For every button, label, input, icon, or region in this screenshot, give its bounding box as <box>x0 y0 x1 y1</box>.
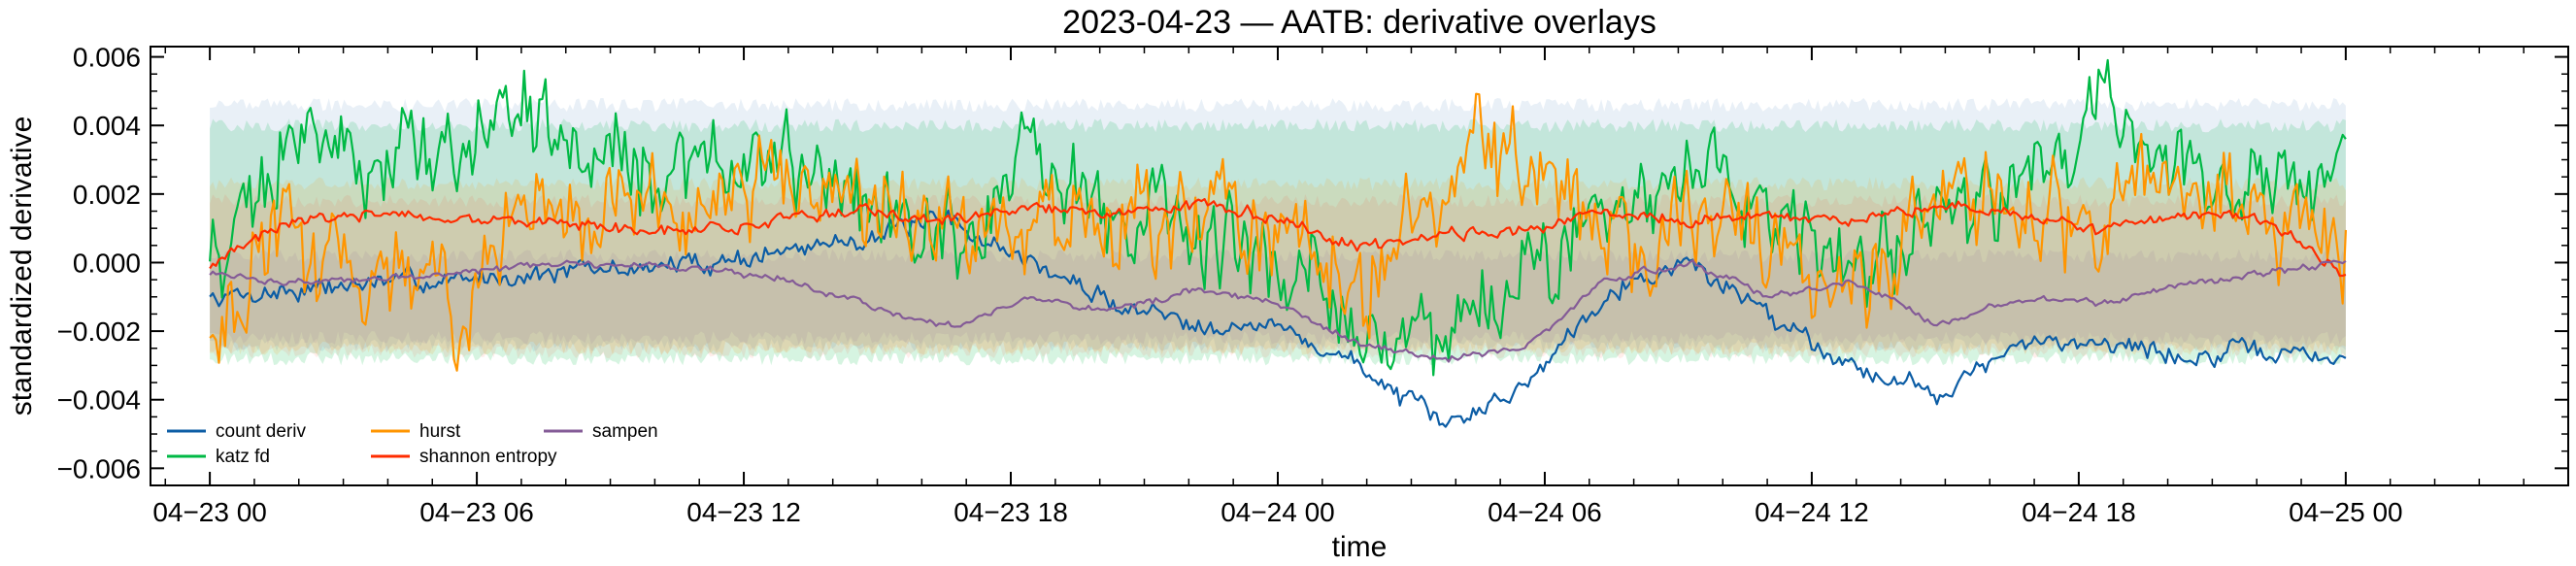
x-tick-label: 04−25 00 <box>2289 497 2403 527</box>
legend-label-count-deriv: count deriv <box>216 421 306 442</box>
x-tick-label: 04−23 06 <box>419 497 534 527</box>
legend-label-katz-fd: katz fd <box>216 447 270 467</box>
band-sampen-band <box>210 249 2346 346</box>
legend: count deriv katz fd hurst shannon entropy sa… <box>167 421 658 467</box>
y-tick-label: −0.002 <box>57 316 141 347</box>
y-tick-label: 0.000 <box>73 248 141 278</box>
x-axis-label: time <box>1332 531 1388 563</box>
series-lines <box>209 58 2347 428</box>
y-tick-label: 0.006 <box>73 43 141 73</box>
x-tick-label: 04−24 12 <box>1755 497 1869 527</box>
y-tick-label: 0.002 <box>73 180 141 210</box>
series-line-sampen <box>209 259 2347 363</box>
x-tick-label: 04−24 18 <box>2022 497 2136 527</box>
x-tick-label: 04−23 18 <box>953 497 1068 527</box>
plot-frame <box>150 46 2569 486</box>
y-tick-label: −0.004 <box>57 385 141 416</box>
series-line-shannon-entropy <box>209 198 2347 278</box>
y-tick-label: −0.006 <box>57 453 141 483</box>
y-axis-ticks: 0.006 0.004 0.002 0.000 −0.002 −0.004 −0.006 <box>57 43 2568 486</box>
series-line-hurst <box>209 92 2347 372</box>
x-axis-ticks: 04−23 00 04−23 06 04−23 12 04−23 18 04−24 00… <box>152 47 2525 527</box>
chart-title: 2023-04-23 — AATB: derivative overlays <box>1062 4 1656 41</box>
legend-label-shannon-entropy: shannon entropy <box>419 447 557 467</box>
y-axis-label: standardized derivative <box>6 117 38 416</box>
x-tick-label: 04−23 00 <box>152 497 267 527</box>
x-tick-label: 04−24 00 <box>1221 497 1335 527</box>
y-tick-label: 0.004 <box>73 111 141 141</box>
legend-label-hurst: hurst <box>419 421 461 442</box>
x-tick-label: 04−23 12 <box>686 497 801 527</box>
series-line-count-deriv <box>209 209 2347 428</box>
x-tick-label: 04−24 06 <box>1488 497 1602 527</box>
legend-label-sampen: sampen <box>592 421 658 442</box>
series-line-katz-fd <box>209 58 2347 377</box>
